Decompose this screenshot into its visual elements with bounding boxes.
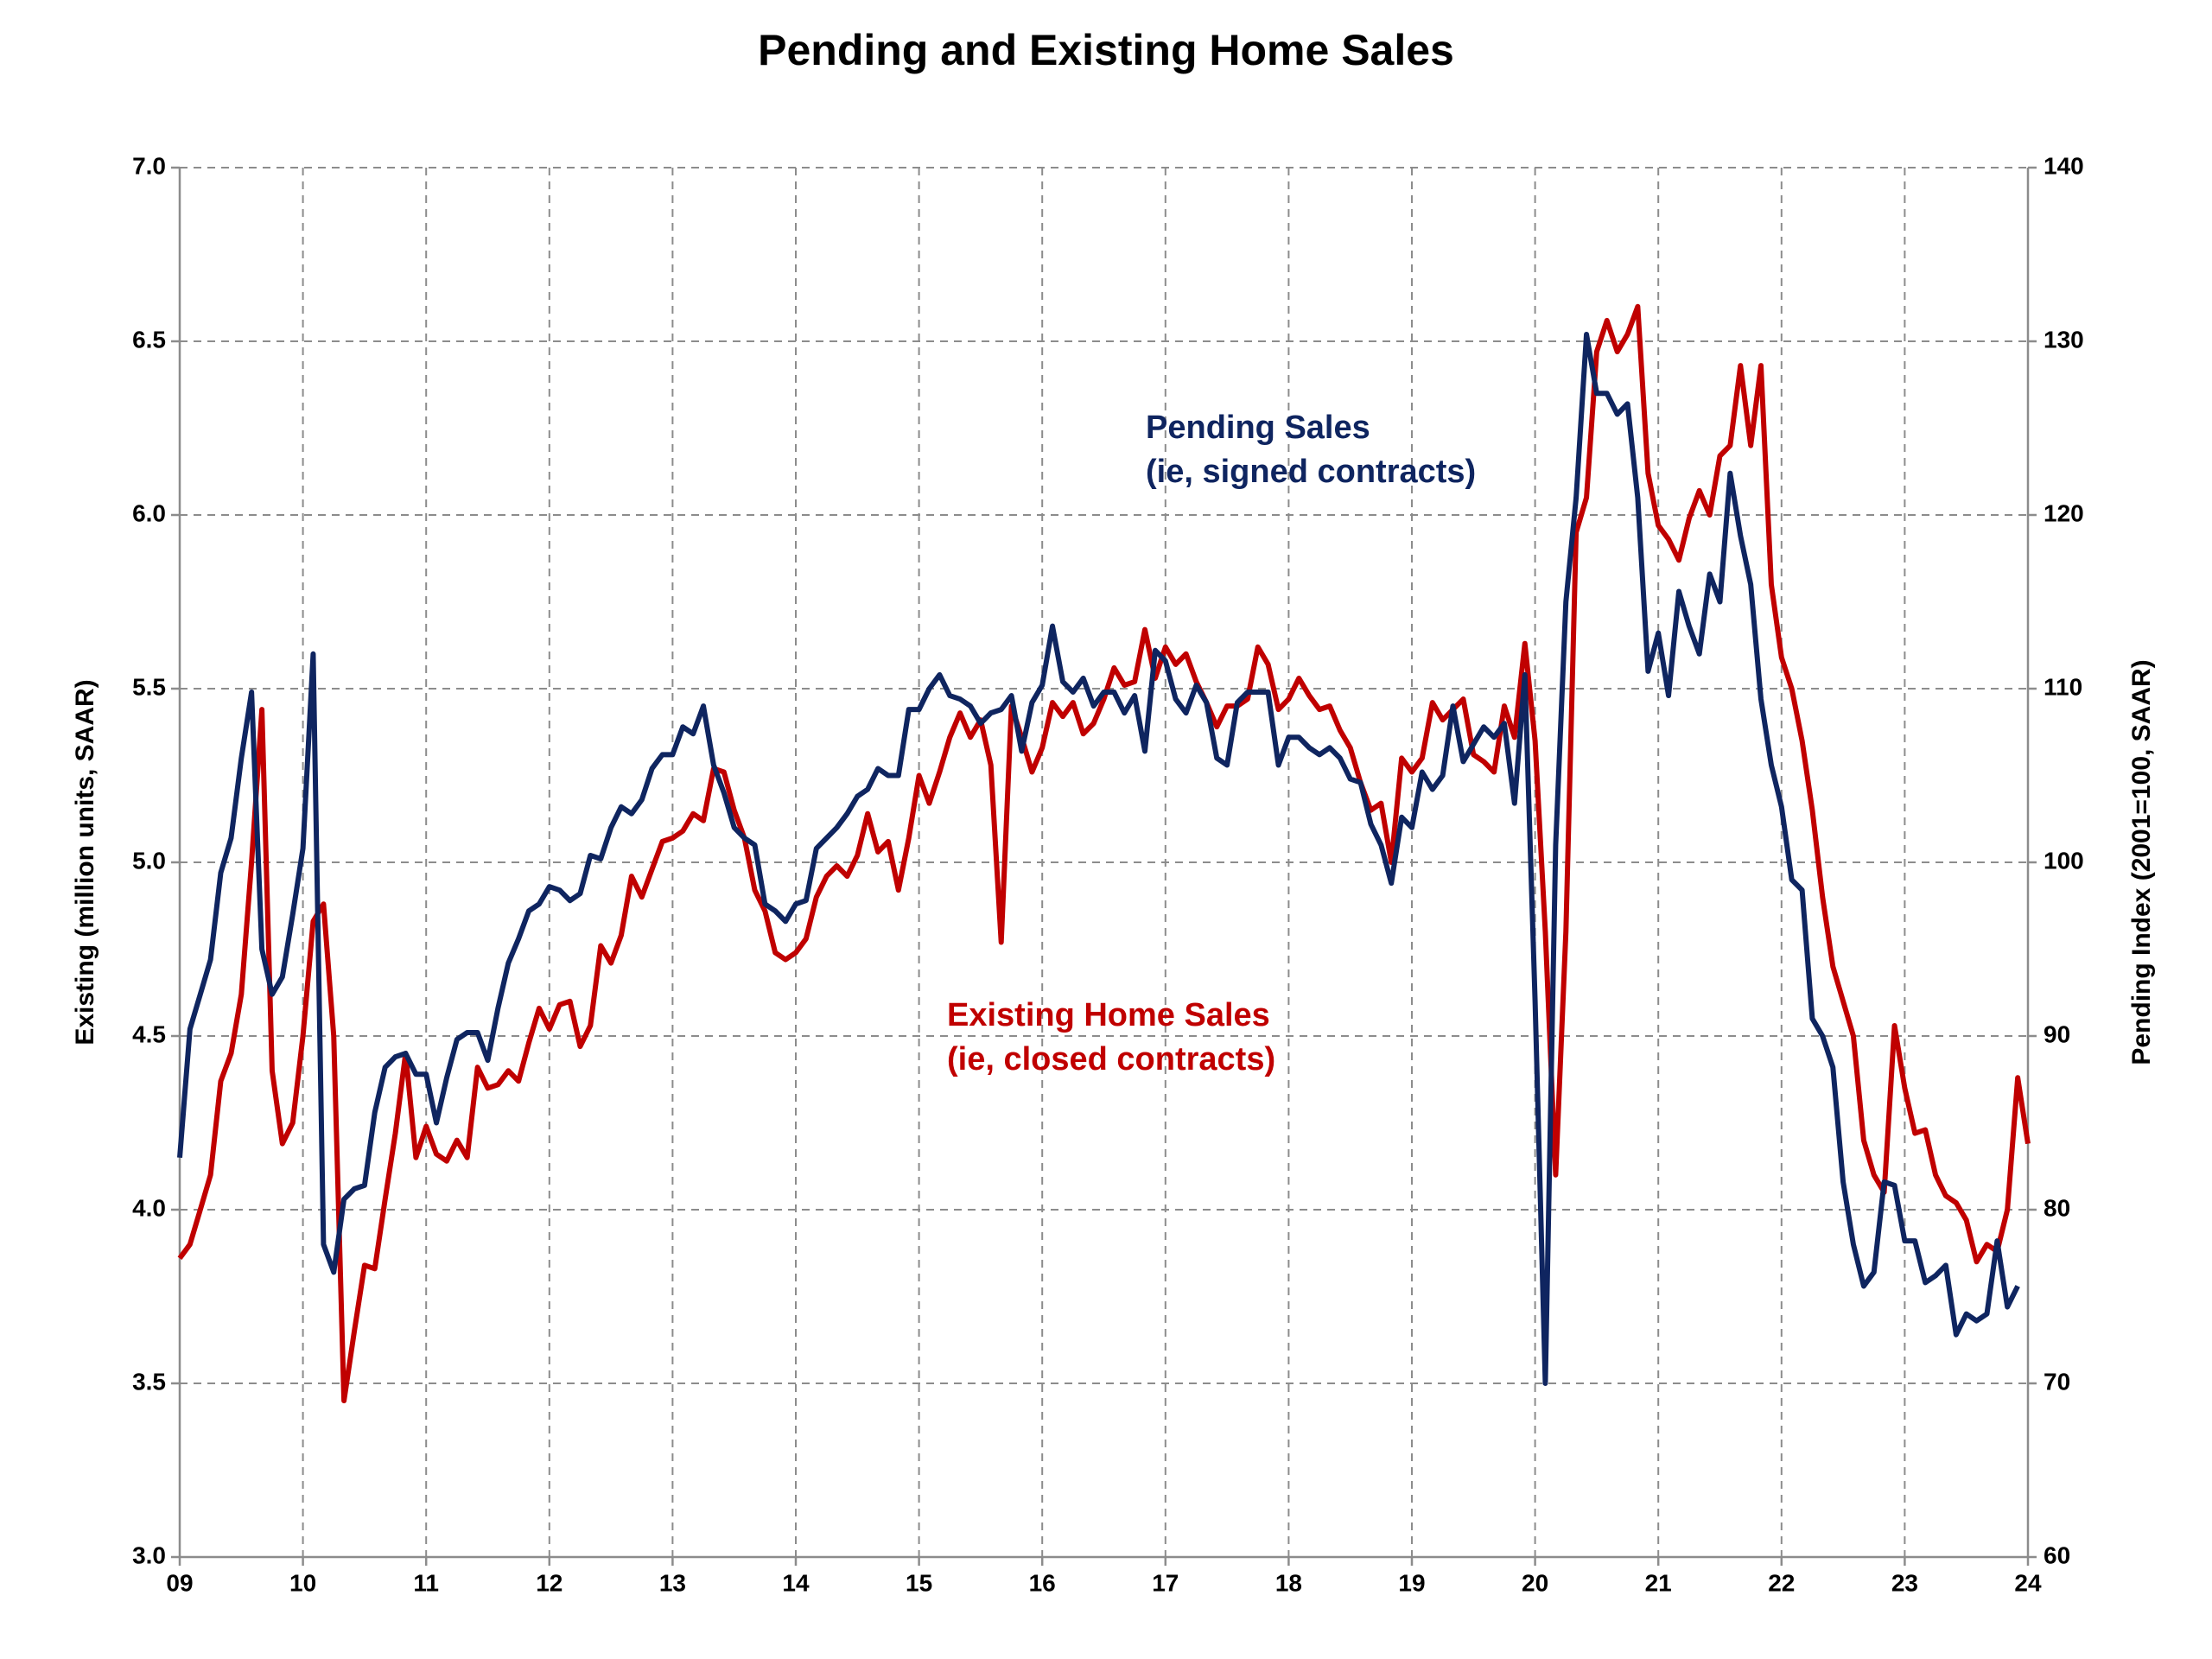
series-label: Existing Home Sales <box>947 997 1270 1033</box>
y2-tick-label: 110 <box>2044 673 2082 700</box>
x-tick-label: 17 <box>1152 1569 1179 1596</box>
x-tick-label: 15 <box>906 1569 932 1596</box>
y2-tick-label: 130 <box>2044 326 2084 353</box>
x-tick-label: 21 <box>1645 1569 1672 1596</box>
x-tick-label: 10 <box>289 1569 316 1596</box>
series-label-detail: (ie, signed contracts) <box>1146 454 1476 490</box>
y-tick-label: 5.0 <box>132 847 166 874</box>
y2-tick-label: 120 <box>2044 499 2084 526</box>
x-tick-label: 18 <box>1275 1569 1302 1596</box>
series-line <box>177 331 2020 1386</box>
series-label-detail: (ie, closed contracts) <box>947 1041 1275 1077</box>
y-tick-label: 3.0 <box>132 1541 166 1568</box>
x-tick-label: 11 <box>413 1569 439 1596</box>
y-tick-label: 6.0 <box>132 499 166 526</box>
x-tick-label: 19 <box>1398 1569 1425 1596</box>
x-tick-label: 22 <box>1768 1569 1795 1596</box>
y-tick-label: 4.5 <box>132 1020 166 1047</box>
y-tick-label: 6.5 <box>132 326 166 353</box>
x-tick-label: 09 <box>166 1569 193 1596</box>
x-tick-label: 16 <box>1029 1569 1056 1596</box>
x-tick-label: 20 <box>1522 1569 1548 1596</box>
y-tick-label: 3.5 <box>132 1368 166 1395</box>
x-tick-label: 14 <box>782 1569 810 1596</box>
y-tick-label: 7.0 <box>132 152 166 179</box>
y-tick-label: 5.5 <box>132 673 166 700</box>
x-tick-label: 12 <box>536 1569 563 1596</box>
y2-tick-label: 100 <box>2044 847 2084 874</box>
series-label: Pending Sales <box>1146 410 1370 446</box>
x-tick-label: 24 <box>2014 1569 2042 1596</box>
y2-tick-label: 80 <box>2044 1194 2070 1221</box>
x-tick-label: 23 <box>1891 1569 1918 1596</box>
series-line <box>177 303 2031 1404</box>
y2-tick-label: 140 <box>2044 152 2084 179</box>
y-tick-label: 4.0 <box>132 1194 166 1221</box>
y2-tick-label: 70 <box>2044 1368 2070 1395</box>
y-axis-label: Existing (million units, SAAR) <box>71 679 99 1045</box>
chart-title: Pending and Existing Home Sales <box>758 26 1454 74</box>
y2-axis-label: Pending Index (2001=100, SAAR) <box>2127 659 2156 1065</box>
y2-tick-label: 60 <box>2044 1541 2070 1568</box>
y2-tick-label: 90 <box>2044 1020 2070 1047</box>
x-tick-label: 13 <box>659 1569 686 1596</box>
